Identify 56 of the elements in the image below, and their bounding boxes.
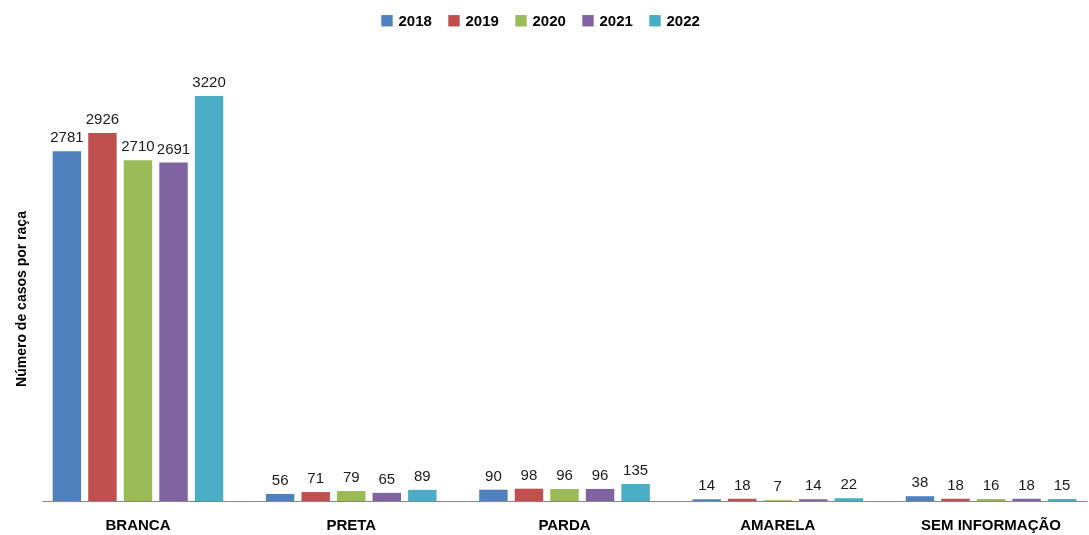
bar — [905, 496, 935, 501]
legend-label: 2020 — [532, 11, 566, 29]
data-label: 15 — [1053, 476, 1071, 494]
data-label: 7 — [773, 477, 782, 495]
data-label: 96 — [591, 465, 609, 483]
data-label: 89 — [413, 466, 431, 484]
data-label: 18 — [733, 475, 751, 493]
bar — [1012, 498, 1041, 501]
data-label: 135 — [623, 461, 649, 479]
bar — [976, 498, 1006, 501]
data-label: 96 — [556, 465, 573, 483]
bar — [479, 489, 508, 501]
bar — [550, 488, 579, 501]
data-label: 2781 — [50, 128, 84, 146]
x-tick-label: AMARELA — [740, 515, 816, 533]
data-label: 56 — [271, 470, 289, 488]
bar — [372, 492, 401, 501]
data-label: 18 — [947, 475, 964, 493]
bar — [514, 488, 544, 501]
bar — [123, 160, 153, 501]
legend-label: 2022 — [666, 11, 700, 29]
bar — [834, 498, 864, 501]
legend-label: 2021 — [599, 11, 633, 29]
data-label: 2691 — [156, 139, 191, 157]
bar — [585, 488, 615, 501]
bar — [621, 484, 650, 501]
data-label: 90 — [485, 466, 502, 484]
legend-label: 2018 — [398, 11, 432, 29]
data-label: 2710 — [121, 137, 155, 155]
data-label: 16 — [982, 475, 1000, 493]
x-tick-label: SEM INFORMAÇÃO — [921, 515, 1062, 533]
data-label: 18 — [1018, 475, 1035, 493]
x-tick-label: PARDA — [538, 515, 591, 533]
bar — [265, 493, 295, 501]
data-label: 2926 — [85, 109, 120, 127]
data-label: 71 — [307, 469, 325, 487]
bar — [159, 162, 188, 501]
bar — [301, 492, 330, 501]
data-label: 98 — [520, 465, 538, 483]
bar — [941, 498, 970, 501]
data-label: 14 — [804, 476, 822, 494]
x-tick-label: PRETA — [326, 515, 377, 533]
data-label: 38 — [911, 473, 929, 491]
y-axis-title: Número de casos por raça — [12, 210, 29, 387]
bar — [408, 489, 437, 501]
data-label: 22 — [840, 475, 858, 493]
bar — [52, 151, 82, 501]
data-label: 3220 — [192, 73, 226, 90]
data-label: 79 — [342, 468, 360, 486]
x-tick-label: BRANCA — [105, 515, 171, 533]
legend-label: 2019 — [465, 11, 499, 29]
bar — [337, 491, 366, 501]
bar — [194, 96, 224, 501]
data-label: 14 — [698, 476, 716, 494]
bar — [88, 132, 117, 501]
data-label: 65 — [378, 469, 396, 487]
